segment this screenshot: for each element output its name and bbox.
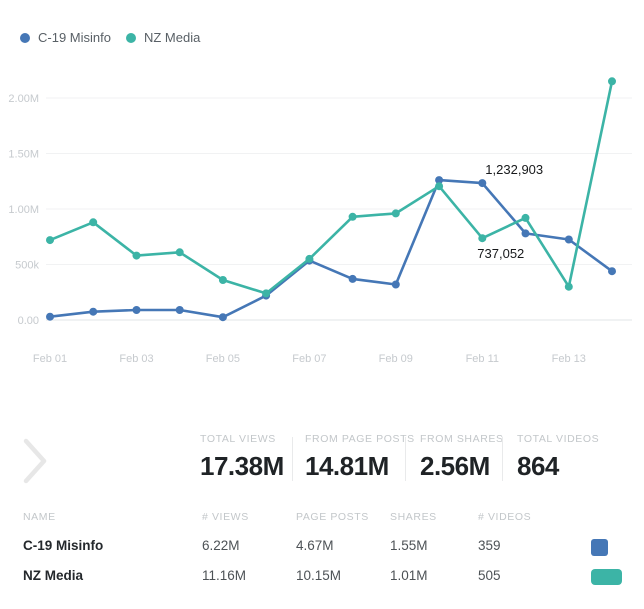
table-row-c19-misinfo[interactable]: C-19 Misinfo 6.22M 4.67M 1.55M 359 (0, 538, 644, 558)
svg-text:1.50M: 1.50M (8, 148, 39, 160)
row-name: C-19 Misinfo (23, 538, 104, 553)
table-row-nz-media[interactable]: NZ Media 11.16M 10.15M 1.01M 505 (0, 568, 644, 588)
stat-total-videos: TOTAL VIDEOS 864 (517, 433, 599, 482)
row-shares: 1.55M (390, 538, 428, 553)
svg-text:Feb 03: Feb 03 (119, 353, 153, 365)
nz-media-color-swatch[interactable] (591, 569, 622, 585)
nz-media-color-dot-icon (125, 32, 136, 43)
stat-value: 14.81M (305, 451, 389, 481)
chevron-right-icon[interactable] (21, 437, 49, 485)
column-header-views[interactable]: # VIEWS (202, 511, 249, 523)
row-shares: 1.01M (390, 568, 428, 583)
chart-legend: C-19 Misinfo NZ Media (20, 30, 200, 45)
stat-divider (502, 437, 503, 481)
stat-value: 864 (517, 451, 559, 481)
stat-value: 17.38M (200, 451, 284, 481)
row-views: 6.22M (202, 538, 240, 553)
stat-value: 2.56M (420, 451, 490, 481)
svg-text:Feb 11: Feb 11 (466, 353, 499, 365)
svg-text:737,052: 737,052 (477, 246, 524, 261)
stat-label: TOTAL VIDEOS (517, 433, 600, 445)
stat-label: FROM PAGE POSTS (305, 433, 415, 445)
svg-text:2.00M: 2.00M (8, 93, 39, 105)
legend-label-nz-media: NZ Media (143, 30, 201, 45)
stat-total-views: TOTAL VIEWS 17.38M (200, 433, 284, 482)
stat-divider (292, 437, 293, 481)
svg-text:0.00: 0.00 (18, 315, 39, 327)
legend-label-c19-misinfo: C-19 Misinfo (38, 30, 111, 45)
legend-item-nz-media[interactable]: NZ Media (125, 30, 201, 45)
row-page-posts: 10.15M (296, 568, 342, 583)
row-name: NZ Media (23, 568, 84, 583)
svg-text:500k: 500k (15, 259, 39, 271)
column-header-name[interactable]: NAME (23, 511, 56, 523)
svg-text:Feb 01: Feb 01 (33, 353, 67, 365)
row-videos: 359 (478, 538, 501, 553)
svg-text:Feb 13: Feb 13 (552, 353, 586, 365)
column-header-shares[interactable]: SHARES (390, 511, 437, 523)
stat-label: FROM SHARES (420, 433, 504, 445)
row-page-posts: 4.67M (296, 538, 334, 553)
c19-misinfo-color-swatch[interactable] (591, 539, 608, 556)
row-views: 11.16M (202, 568, 247, 583)
svg-text:Feb 09: Feb 09 (379, 353, 413, 365)
column-header-page-posts[interactable]: PAGE POSTS (296, 511, 369, 523)
table-header-row: NAME # VIEWS PAGE POSTS SHARES # VIDEOS (0, 511, 644, 525)
stat-label: TOTAL VIEWS (200, 433, 276, 445)
legend-item-c19-misinfo[interactable]: C-19 Misinfo (20, 30, 111, 45)
row-videos: 505 (478, 568, 501, 583)
svg-text:1.00M: 1.00M (8, 204, 39, 216)
stat-from-page-posts: FROM PAGE POSTS 14.81M (305, 433, 415, 482)
svg-text:Feb 05: Feb 05 (206, 353, 240, 365)
stat-from-shares: FROM SHARES 2.56M (420, 433, 504, 482)
stat-divider (405, 437, 406, 481)
svg-text:1,232,903: 1,232,903 (485, 162, 543, 177)
svg-text:Feb 07: Feb 07 (292, 353, 326, 365)
column-header-videos[interactable]: # VIDEOS (478, 511, 532, 523)
views-line-chart[interactable]: 0.00 500k 1.00M 1.50M 2.00M Feb 01 Feb 03 Feb 0… (0, 0, 644, 372)
c19-misinfo-color-dot-icon (20, 32, 30, 43)
